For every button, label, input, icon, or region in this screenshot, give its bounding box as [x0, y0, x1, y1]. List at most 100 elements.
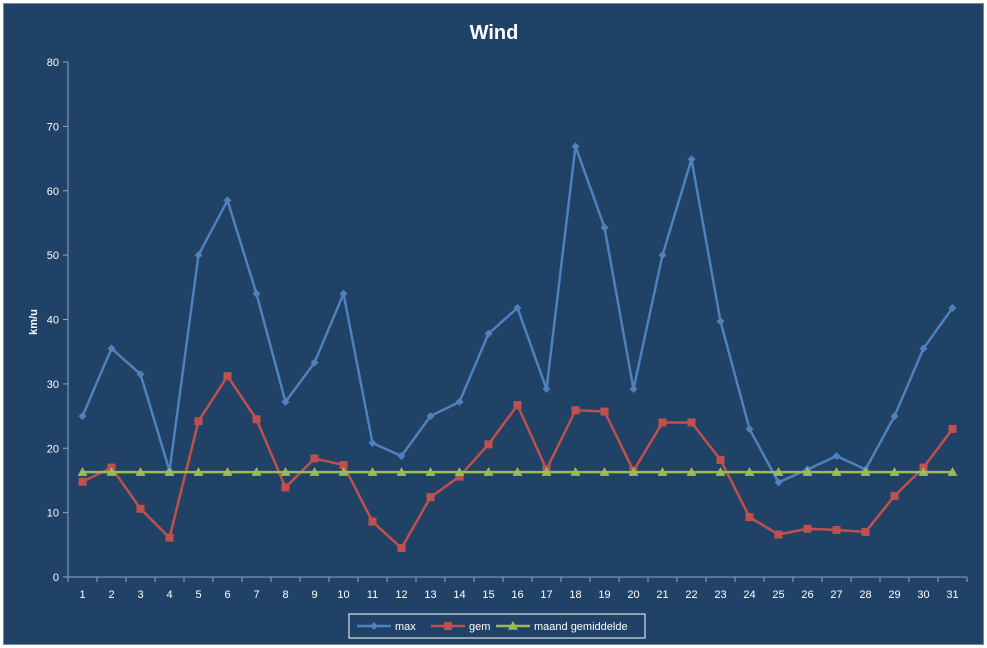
data-point-gem [861, 527, 870, 536]
data-point-max [513, 303, 522, 312]
data-point-gem [455, 472, 464, 481]
x-tick-label: 2 [108, 589, 114, 601]
x-tick-label: 20 [627, 589, 639, 601]
data-point-gem [513, 401, 522, 410]
x-tick-label: 13 [424, 589, 436, 601]
x-tick-label: 30 [917, 589, 929, 601]
data-point-gem [687, 418, 696, 427]
x-tick-label: 26 [801, 589, 813, 601]
x-tick-label: 9 [311, 589, 317, 601]
y-axis-label: km/u [28, 309, 40, 335]
legend-item-gem: gem [431, 621, 490, 633]
x-tick-label: 16 [511, 589, 523, 601]
x-tick-label: 28 [859, 589, 871, 601]
y-tick-label: 60 [47, 186, 59, 198]
data-point-gem [281, 483, 290, 492]
chart-area: Wind km/u 0 10 20 30 40 50 60 70 80 1 2 3 4 5 6 7 8 9 10 11… [3, 3, 984, 645]
legend-swatch-marker [508, 621, 518, 630]
data-point-maand-gemiddelde [164, 467, 175, 476]
x-tick-label: 11 [367, 589, 378, 601]
legend-label: maand gemiddelde [534, 621, 628, 633]
x-tick-label: 24 [743, 589, 755, 601]
legend-swatch-marker [370, 622, 378, 630]
legend: max gem maand gemiddelde [348, 613, 646, 639]
data-point-gem [339, 460, 348, 469]
data-point-max [542, 385, 551, 394]
chart-title: Wind [470, 22, 519, 44]
x-tick-label: 17 [540, 589, 552, 601]
data-point-maand-gemiddelde [686, 467, 697, 476]
data-point-gem [368, 517, 377, 526]
data-point-max [310, 358, 319, 367]
data-point-gem [571, 406, 580, 415]
y-tick-label: 80 [47, 57, 59, 69]
data-point-maand-gemiddelde [889, 467, 900, 476]
data-point-gem [832, 526, 841, 535]
data-point-maand-gemiddelde [251, 467, 262, 476]
data-point-maand-gemiddelde [425, 467, 436, 476]
data-point-maand-gemiddelde [541, 467, 552, 476]
x-tick-label: 29 [888, 589, 900, 601]
x-tick-label: 7 [253, 589, 259, 601]
data-point-max [687, 155, 696, 164]
x-tick-label: 22 [685, 589, 697, 601]
data-point-max [484, 329, 493, 338]
data-point-maand-gemiddelde [396, 467, 407, 476]
x-tick-label: 23 [714, 589, 726, 601]
data-point-gem [165, 533, 174, 542]
data-point-gem [890, 491, 899, 500]
series-layer [77, 142, 958, 553]
series-line-max [81, 145, 954, 484]
x-tick-label: 8 [282, 589, 288, 601]
data-point-max [426, 412, 435, 421]
legend-label: gem [469, 621, 490, 633]
data-point-max [78, 412, 87, 421]
data-point-max [948, 303, 957, 312]
legend-item-maand-gemiddelde: maand gemiddelde [496, 621, 628, 633]
data-point-gem [658, 418, 667, 427]
data-point-gem [484, 440, 493, 449]
legend-box [348, 613, 646, 639]
data-point-max [281, 397, 290, 406]
data-point-maand-gemiddelde [280, 467, 291, 476]
data-point-gem [194, 417, 203, 426]
data-point-maand-gemiddelde [338, 467, 349, 476]
x-tick-label: 10 [337, 589, 349, 601]
data-point-max [832, 451, 841, 460]
data-point-gem [600, 407, 609, 416]
legend-swatch-marker [444, 622, 452, 630]
data-point-gem [252, 415, 261, 424]
data-point-maand-gemiddelde [483, 467, 494, 476]
data-point-max [600, 223, 609, 232]
data-point-maand-gemiddelde [77, 467, 88, 476]
data-point-gem [803, 524, 812, 533]
data-point-max [919, 344, 928, 353]
data-point-max [223, 196, 232, 205]
data-point-maand-gemiddelde [831, 467, 842, 476]
x-tick-label: 1 [79, 589, 85, 601]
data-point-max [397, 451, 406, 460]
x-tick-label: 14 [453, 589, 465, 601]
data-point-max [571, 142, 580, 151]
x-tick-label: 21 [656, 589, 668, 601]
x-tick-label: 27 [830, 589, 842, 601]
y-tick-label: 30 [47, 379, 59, 391]
x-tick-label: 18 [569, 589, 581, 601]
x-tick-label: 31 [946, 589, 958, 601]
data-point-max [339, 289, 348, 298]
data-point-maand-gemiddelde [773, 467, 784, 476]
data-point-max [890, 412, 899, 421]
data-point-max [745, 424, 754, 433]
y-tick-label: 50 [47, 250, 59, 262]
data-point-maand-gemiddelde [628, 467, 639, 476]
data-point-maand-gemiddelde [947, 467, 958, 476]
data-point-max [136, 370, 145, 379]
data-point-maand-gemiddelde [802, 467, 813, 476]
data-point-maand-gemiddelde [106, 467, 117, 476]
data-point-maand-gemiddelde [309, 467, 320, 476]
x-tick-label: 4 [166, 589, 172, 601]
data-point-gem [223, 372, 232, 381]
y-tick-label: 70 [47, 121, 59, 133]
data-point-max [455, 397, 464, 406]
